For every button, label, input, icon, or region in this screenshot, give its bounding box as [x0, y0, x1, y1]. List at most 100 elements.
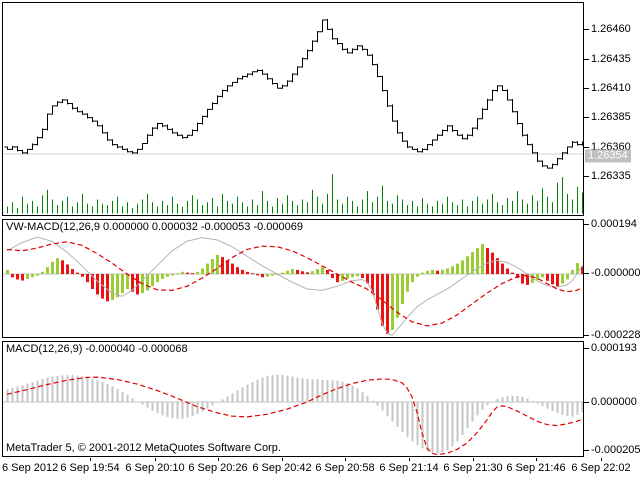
time-label: 6 Sep 19:54	[60, 462, 120, 474]
vwmacd-histogram-bar	[316, 269, 319, 274]
vwmacd-histogram-bar	[191, 273, 194, 275]
axis-label: -0.000000	[591, 267, 640, 279]
vwmacd-histogram-bar	[231, 263, 234, 274]
vwmacd-histogram-bar	[521, 274, 524, 284]
time-label: 6 Sep 20:58	[315, 462, 375, 474]
vwmacd-histogram-bar	[466, 256, 469, 274]
vwmacd-histogram-bar	[411, 274, 414, 283]
vwmacd-histogram-bar	[301, 271, 304, 274]
vwmacd-histogram-bar	[331, 274, 334, 279]
vwmacd-histogram-bar	[526, 274, 529, 285]
vwmacd-histogram-bar	[111, 274, 114, 300]
vwmacd-histogram-bar	[481, 243, 484, 274]
vwmacd-histogram-bar	[546, 274, 549, 281]
vwmacd-histogram-bar	[571, 269, 574, 274]
axis-tick	[584, 402, 589, 403]
axis-tick	[584, 29, 589, 30]
ohlc-bars	[4, 18, 583, 169]
vwmacd-histogram-bar	[251, 273, 254, 275]
vwmacd-histogram-bar	[366, 274, 369, 284]
time-tick	[345, 458, 346, 461]
vwmacd-histogram-bar	[41, 271, 44, 274]
vwmacd-histogram-bar	[531, 274, 534, 283]
time-tick	[409, 458, 410, 461]
vwmacd-histogram-bar	[131, 274, 134, 292]
vwmacd-histogram-bar	[256, 274, 259, 276]
time-tick	[282, 458, 283, 461]
vwmacd-histogram-bar	[186, 272, 189, 274]
vwmacd-histogram-bar	[151, 274, 154, 287]
time-label: 6 Sep 20:10	[125, 462, 185, 474]
vwmacd-histogram-bar	[441, 269, 444, 274]
axis-tick	[584, 117, 589, 118]
vwmacd-histogram-bar	[296, 269, 299, 274]
vwmacd-histogram-bar	[321, 267, 324, 274]
time-label: 6 Sep 21:46	[506, 462, 566, 474]
vwmacd-histogram-bar	[246, 271, 249, 274]
vwmacd-histogram-bar	[561, 274, 564, 284]
vwmacd-chart[interactable]	[3, 220, 583, 337]
vwmacd-histogram-bar	[81, 274, 84, 277]
vwmacd-histogram-bar	[261, 274, 264, 278]
copyright-text: MetaTrader 5, © 2001-2012 MetaQuotes Sof…	[6, 442, 281, 454]
macd-histogram	[6, 374, 583, 454]
indicator-main-line	[6, 236, 583, 337]
vwmacd-histogram-bar	[66, 264, 69, 274]
vwmacd-histogram-bar	[436, 270, 439, 274]
macd-chart[interactable]	[3, 342, 583, 456]
vwmacd-histogram-bar	[71, 269, 74, 274]
axis-tick	[584, 273, 589, 274]
vwmacd-histogram-bar	[31, 274, 34, 278]
vwmacd-histogram-bar	[61, 260, 64, 274]
vwmacd-histogram-bar	[456, 263, 459, 274]
vwmacd-histogram-bar	[556, 274, 559, 287]
macd-indicator-label: MACD(12,26,9) -0.000040 -0.000068	[6, 343, 188, 355]
time-tick	[155, 458, 156, 461]
price-chart[interactable]	[3, 3, 583, 215]
vwmacd-histogram-bar	[566, 274, 569, 280]
vwmacd-histogram-bar	[241, 269, 244, 274]
axis-tick	[584, 348, 589, 349]
vwmacd-histogram-bar	[171, 274, 174, 276]
axis-label: 1.26435	[591, 53, 631, 65]
axis-label: 1.26460	[591, 23, 631, 35]
vwmacd-histogram-bar	[11, 274, 14, 278]
vwmacd-histogram-bar	[391, 274, 394, 330]
vwmacd-histogram-bar	[551, 274, 554, 285]
vwmacd-histogram-bar	[506, 268, 509, 274]
vwmacd-histogram-bar	[476, 248, 479, 274]
vwmacd-indicator-panel[interactable]: VW-MACD(12,26,9 0.000000 0.000032 -0.000…	[2, 219, 584, 338]
vwmacd-histogram-bar	[176, 273, 179, 275]
vwmacd-histogram-bar	[76, 272, 79, 274]
price-chart-panel[interactable]	[2, 2, 584, 216]
axis-label: 0.000000	[591, 396, 637, 408]
time-label: 6 Sep 20:26	[188, 462, 248, 474]
axis-tick	[584, 176, 589, 177]
vwmacd-histogram-bar	[166, 274, 169, 277]
axis-tick	[584, 59, 589, 60]
vwmacd-histogram-bar	[291, 269, 294, 274]
time-tick	[536, 458, 537, 461]
price-scale[interactable]: 1.26354 1.26460 1.26435 1.26410 1.26385 1.26…	[584, 0, 640, 458]
vwmacd-histogram-bar	[96, 274, 99, 295]
vwmacd-histogram-bar	[516, 274, 519, 279]
vwmacd-histogram-bar	[106, 274, 109, 302]
vwmacd-histogram-bar	[326, 269, 329, 274]
time-scale[interactable]: 6 Sep 2012 6 Sep 19:54 6 Sep 20:10 6 Sep 20…	[0, 458, 640, 480]
vwmacd-histogram-bar	[371, 274, 374, 294]
axis-label: -0.000205	[591, 444, 640, 456]
vwmacd-histogram-bar	[431, 269, 434, 274]
vwmacd-histogram-bar	[196, 271, 199, 274]
vwmacd-histogram-bar	[381, 274, 384, 326]
macd-indicator-panel[interactable]: MACD(12,26,9) -0.000040 -0.000068 MetaTr…	[2, 341, 584, 457]
axis-label: 0.000193	[591, 342, 637, 354]
vwmacd-histogram-bar	[461, 260, 464, 274]
axis-tick	[584, 450, 589, 451]
vwmacd-histogram-bar	[311, 271, 314, 274]
vwmacd-histogram-bar	[376, 274, 379, 310]
signal-line	[6, 241, 583, 327]
vwmacd-histogram-bar	[136, 274, 139, 295]
time-tick	[218, 458, 219, 461]
vwmacd-histogram-bar	[161, 274, 164, 279]
vwmacd-histogram-bar	[576, 263, 579, 274]
